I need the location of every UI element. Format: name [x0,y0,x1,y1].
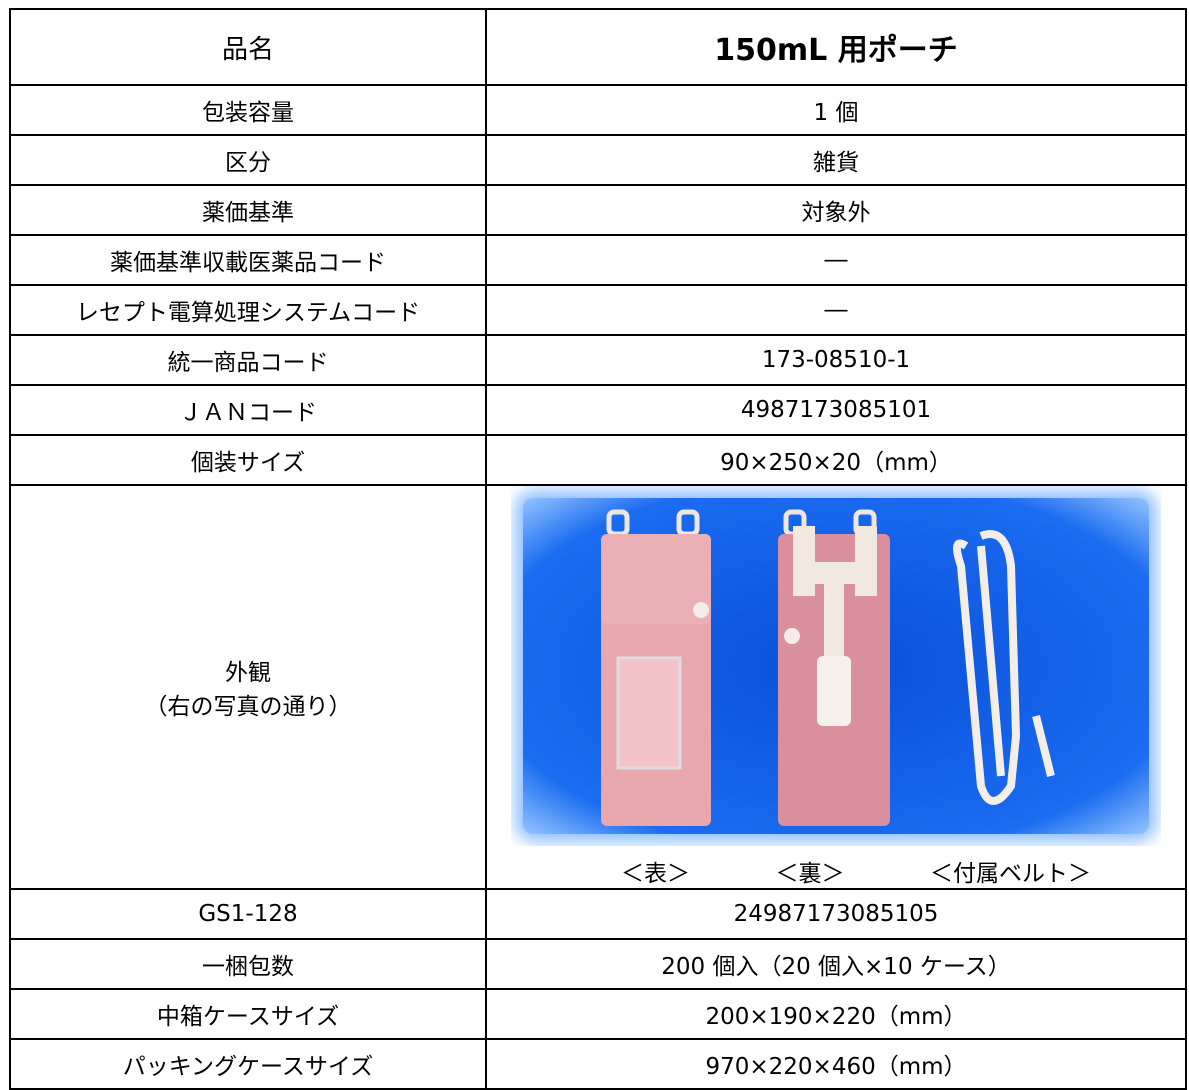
table-row: ＪＡＮコード 4987173085101 [9,384,1187,436]
table-row: レセプト電算処理システムコード ― [9,284,1187,336]
product-table: 品名 150mL 用ポーチ 包装容量 1 個区分 雑貨 薬価基準 対象外 薬価基準収載医薬… [9,8,1187,1090]
row-label: 包装容量 [9,84,487,136]
row-value: 1 個 [485,84,1187,136]
table-row: 個装サイズ 90×250×20（mm） [9,434,1187,486]
header-row: 品名 150mL 用ポーチ [9,8,1187,86]
row-label: パッキングケースサイズ [9,1038,487,1090]
caption: ＜付属ベルト＞ [930,861,1091,887]
row-label: レセプト電算処理システムコード [9,284,487,336]
label-line: 外観 [225,660,271,686]
row-label: 個装サイズ [9,434,487,486]
caption: ＜表＞ [621,861,690,887]
row-label: 薬価基準収載医薬品コード [9,234,487,286]
row-value: 173-08510-1 [485,334,1187,386]
appearance-label: 外観 （右の写真の通り） [9,484,487,890]
row-label: 一梱包数 [9,938,487,990]
label-line: （右の写真の通り） [144,694,352,720]
table-row: 区分 雑貨 [9,134,1187,186]
row-label: ＪＡＮコード [9,384,487,436]
row-label: 区分 [9,134,487,186]
table-row: パッキングケースサイズ 970×220×460（mm） [9,1038,1187,1090]
row-label: 統一商品コード [9,334,487,386]
row-label: GS1-128 [9,888,487,940]
row-value: 90×250×20（mm） [485,434,1187,486]
captions: ＜表＞ ＜裏＞ ＜付属ベルト＞ [581,854,1091,888]
row-value: 24987173085105 [485,888,1187,940]
product-photo [515,490,1157,842]
pouch-back [778,509,890,826]
row-label: 中箱ケースサイズ [9,988,487,1040]
table-row: 統一商品コード 173-08510-1 [9,334,1187,386]
row-value: ― [485,234,1187,286]
row-value: 雑貨 [485,134,1187,186]
appearance-row: 外観 （右の写真の通り） [9,484,1187,890]
appearance-cell: ＜表＞ ＜裏＞ ＜付属ベルト＞ [485,484,1187,890]
table-row: 薬価基準収載医薬品コード ― [9,234,1187,286]
table-row: GS1-128 24987173085105 [9,888,1187,940]
belt [953,530,1055,805]
row-value: ― [485,284,1187,336]
row-label: 薬価基準 [9,184,487,236]
row-value: 200×190×220（mm） [485,988,1187,1040]
header-label: 品名 [9,8,487,86]
product-name: 150mL 用ポーチ [485,8,1187,86]
row-value: 970×220×460（mm） [485,1038,1187,1090]
caption: ＜裏＞ [775,861,845,887]
row-value: 4987173085101 [485,384,1187,436]
row-value: 対象外 [485,184,1187,236]
table-row: 一梱包数 200 個入（20 個入×10 ケース） [9,938,1187,990]
pouch-front [601,509,711,826]
table-row: 薬価基準 対象外 [9,184,1187,236]
row-value: 200 個入（20 個入×10 ケース） [485,938,1187,990]
table-row: 中箱ケースサイズ 200×190×220（mm） [9,988,1187,1040]
table-row: 包装容量 1 個 [9,84,1187,136]
